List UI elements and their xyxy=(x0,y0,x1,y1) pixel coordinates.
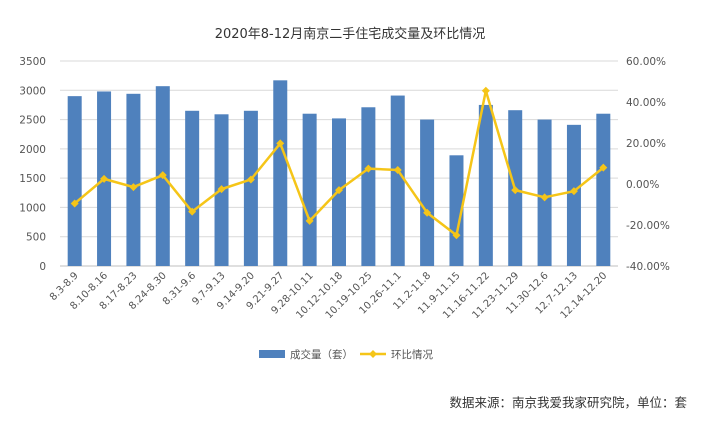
bar xyxy=(243,110,258,267)
line-marker xyxy=(70,199,79,208)
legend-bar-swatch xyxy=(259,350,285,358)
right-tick-label: -40.00% xyxy=(626,261,670,273)
line-marker xyxy=(511,186,520,195)
left-tick-label: 2500 xyxy=(19,115,46,127)
line-marker xyxy=(364,164,373,173)
legend: 成交量（套） 环比情况 xyxy=(259,348,433,361)
left-tick-label: 3000 xyxy=(19,85,46,97)
line-marker xyxy=(540,193,549,202)
right-tick-label: 40.00% xyxy=(626,97,666,109)
line-series xyxy=(70,86,608,240)
bar xyxy=(273,80,288,266)
line-marker xyxy=(188,207,197,216)
bar xyxy=(420,119,435,266)
left-axis: 0 500 1000 1500 2000 2500 3000 3500 xyxy=(19,56,46,273)
bar xyxy=(185,110,200,267)
line-marker xyxy=(423,208,432,217)
line-marker xyxy=(276,139,285,148)
chart-title: 2020年8-12月南京二手住宅成交量及环比情况 xyxy=(215,26,486,42)
line-marker xyxy=(217,185,226,194)
bar xyxy=(596,113,611,266)
bar xyxy=(390,95,405,266)
left-tick-label: 3500 xyxy=(19,56,46,68)
source-note: 数据来源：南京我爱我家研究院，单位：套 xyxy=(449,395,687,410)
legend-line-marker xyxy=(369,350,377,358)
line-marker xyxy=(100,174,109,183)
bar xyxy=(537,119,552,266)
right-tick-label: 60.00% xyxy=(626,56,666,68)
bar xyxy=(126,93,141,266)
right-axis: -40.00% -20.00% 0.00% 20.00% 40.00% 60.00% xyxy=(626,56,670,273)
line-marker xyxy=(158,171,167,180)
bar xyxy=(302,113,317,266)
bar xyxy=(566,124,581,266)
bar xyxy=(449,155,464,266)
x-axis: 8.3-8.98.10-8.168.17-8.238.24-8.308.31-9… xyxy=(48,270,609,321)
left-tick-label: 0 xyxy=(39,261,46,273)
bar xyxy=(478,104,493,266)
left-tick-label: 1000 xyxy=(19,202,46,214)
line-marker xyxy=(246,175,255,184)
line-marker xyxy=(335,186,343,195)
bar xyxy=(361,107,376,267)
right-tick-label: 20.00% xyxy=(626,138,666,150)
right-tick-label: -20.00% xyxy=(626,220,670,232)
right-tick-label: 0.00% xyxy=(626,179,659,191)
line-marker xyxy=(393,166,402,175)
bar xyxy=(67,96,82,267)
line-marker xyxy=(305,216,314,225)
legend-line-label: 环比情况 xyxy=(391,348,433,361)
line-marker xyxy=(569,187,578,196)
bar-series xyxy=(67,80,611,267)
line-marker xyxy=(129,183,138,192)
legend-bar-label: 成交量（套） xyxy=(290,348,353,361)
line-marker xyxy=(481,86,490,95)
line-marker xyxy=(599,163,608,172)
left-tick-label: 1500 xyxy=(19,173,46,185)
left-tick-label: 500 xyxy=(26,232,46,244)
line-marker xyxy=(452,231,461,240)
left-tick-label: 2000 xyxy=(19,144,46,156)
